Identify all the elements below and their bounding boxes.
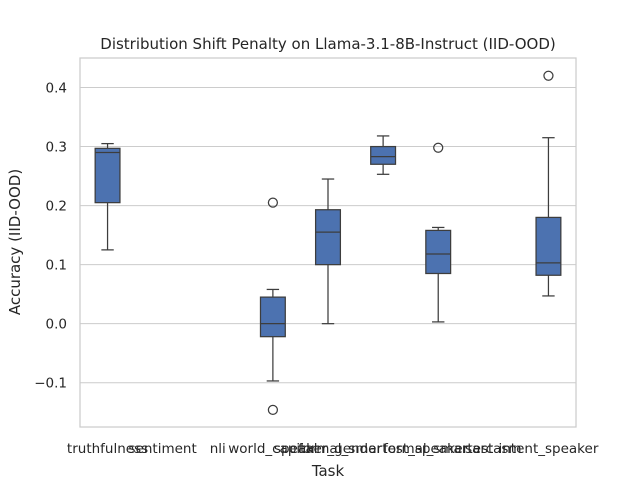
y-tick-label: 0.3 — [46, 140, 67, 156]
x-tick-label: sentiment — [129, 441, 197, 457]
outlier-point — [543, 70, 554, 81]
x-tick-label: intent_speaker — [498, 441, 598, 457]
x-tick-label: truthfulness — [67, 441, 148, 457]
iqr-box — [535, 216, 562, 276]
iqr-box — [425, 229, 452, 275]
iqr-box — [370, 145, 397, 165]
outlier-point — [267, 404, 279, 416]
y-axis-label: Accuracy (IID-OOD) — [6, 169, 24, 315]
y-tick-label: 0.4 — [46, 81, 67, 97]
x-tick-label: formal_smartest — [383, 441, 493, 457]
y-tick-label: 0.1 — [46, 258, 67, 274]
box-group — [370, 135, 397, 175]
box-layer — [94, 70, 562, 416]
x-tick-label: world_capital — [228, 441, 317, 457]
iqr-box — [314, 209, 342, 266]
x-tick-label: formal_smartest_speaker — [298, 441, 469, 457]
outlier-point — [433, 142, 444, 153]
iqr-box — [94, 147, 121, 204]
x-tick-label: nli — [210, 441, 226, 457]
x-axis-label: Task — [311, 462, 345, 480]
box-group — [535, 70, 562, 297]
box-group — [314, 178, 342, 325]
iqr-box — [259, 296, 286, 338]
y-tick-label: 0.2 — [46, 199, 67, 215]
box-group — [425, 142, 452, 323]
x-tick-label: speaker_gender — [274, 441, 382, 457]
x-tick-label: sarcasm — [465, 441, 521, 457]
y-tick-label: −0.1 — [34, 376, 67, 392]
y-tick-layer: −0.1 0.0 0.1 0.2 0.3 0.4 — [34, 81, 67, 392]
outlier-point — [267, 197, 279, 208]
plot-frame — [79, 57, 577, 428]
box-group — [259, 197, 286, 416]
y-tick-label: 0.0 — [46, 317, 67, 333]
box-group — [94, 142, 121, 251]
chart-title: Distribution Shift Penalty on Llama-3.1-… — [100, 35, 555, 53]
